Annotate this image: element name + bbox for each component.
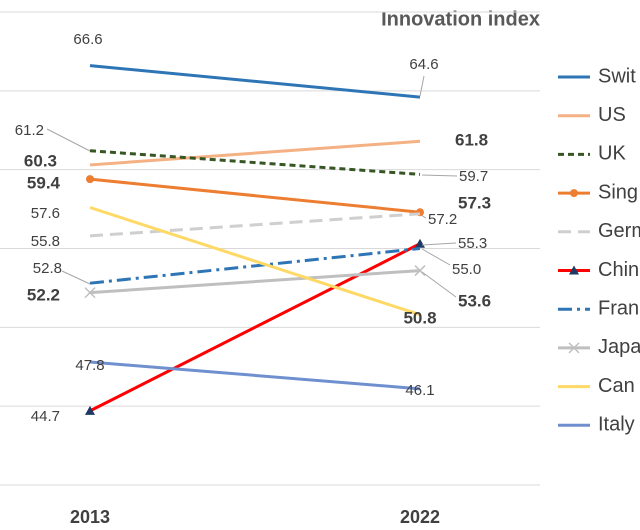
data-label: 61.8 [455,130,488,149]
leader-line [421,242,457,246]
legend-label: Fran [598,297,639,319]
leader-line [61,270,91,285]
data-label: 44.7 [31,408,60,425]
leader-line [421,248,451,266]
leader-line [421,271,457,298]
point-marker [84,287,96,299]
point-marker [415,238,425,248]
leader-line [421,174,458,177]
series-line [89,139,421,167]
data-label: 55.3 [458,235,487,252]
leader-line [419,75,425,97]
legend-marker [568,342,580,354]
data-label: 59.4 [27,173,61,192]
data-label: 47.8 [75,357,104,374]
data-label: 60.3 [24,151,57,170]
series-line [89,242,421,413]
data-label: 57.6 [31,205,60,222]
point-marker [414,265,426,277]
data-label: 57.3 [458,193,491,212]
legend-marker [570,189,578,198]
point-marker [85,405,95,415]
series-line [89,212,421,238]
legend-label: Italy [598,414,635,436]
data-label: 55.0 [452,261,481,278]
series-line [89,149,421,176]
data-label: 52.2 [27,285,60,304]
data-label: 46.1 [405,382,434,399]
data-label: 59.7 [459,168,488,185]
data-label: 50.8 [403,308,436,327]
data-label: 64.6 [409,56,438,73]
data-label: 53.6 [458,291,491,310]
legend-label: Swit [598,65,636,87]
x-tick-label: 2022 [400,507,440,527]
series-line [89,206,421,317]
legend-label: Germ [598,220,640,242]
legend-label: Sing [598,181,638,203]
data-label: 57.2 [428,211,457,228]
data-label: 55.8 [31,233,60,250]
data-label: 52.8 [33,260,62,277]
x-tick-label: 2013 [70,507,110,527]
series-line [89,269,421,295]
leader-line [46,128,91,152]
series-line [89,64,421,99]
legend-marker [569,265,579,275]
data-label: 66.6 [73,31,102,48]
legend-label: Japa [598,336,640,358]
chart-title: Innovation index [381,8,540,30]
legend-label: Chin [598,259,639,281]
data-label: 61.2 [15,122,44,139]
series-line [89,360,421,391]
series-line [89,247,421,285]
legend-label: US [598,104,626,126]
legend-label: Can [598,375,635,397]
point-marker [86,175,94,184]
legend-label: UK [598,143,626,165]
series-line [89,177,421,214]
leader-line [420,214,427,219]
